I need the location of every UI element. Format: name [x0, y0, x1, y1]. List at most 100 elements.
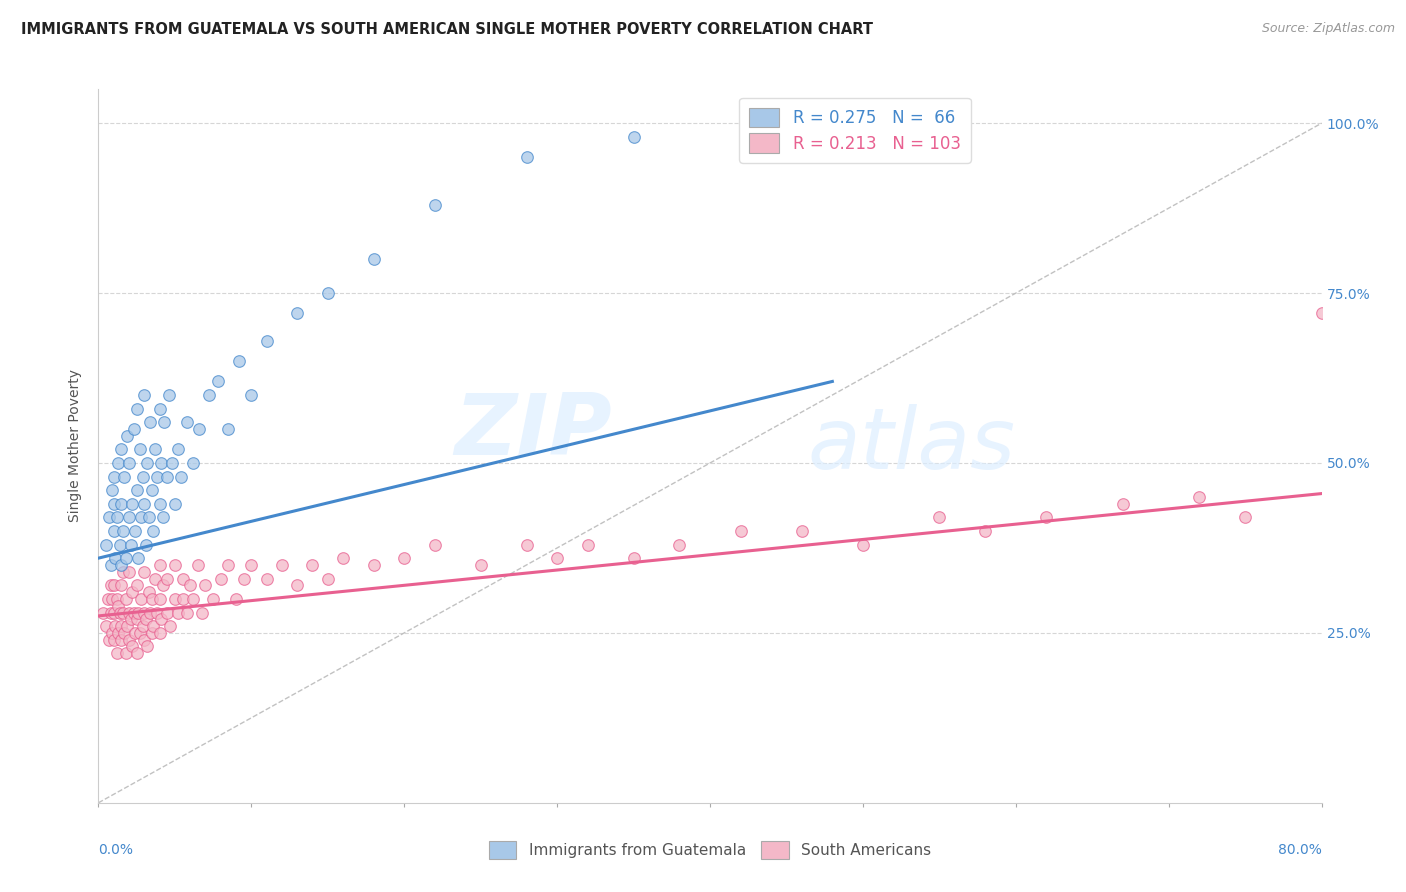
Point: [316, 286, 339, 301]
Point: [108, 537, 131, 551]
Point: [232, 572, 254, 586]
Point: [145, 606, 167, 620]
Point: [104, 551, 127, 566]
Point: [149, 591, 172, 606]
Point: [118, 510, 141, 524]
Point: [163, 591, 186, 606]
Point: [159, 619, 181, 633]
Point: [332, 551, 354, 566]
Point: [285, 306, 308, 320]
Point: [172, 591, 194, 606]
Point: [98, 632, 121, 647]
Point: [852, 537, 875, 551]
Point: [103, 632, 125, 647]
Point: [228, 354, 250, 368]
Point: [928, 510, 950, 524]
Point: [134, 497, 156, 511]
Point: [301, 558, 323, 572]
Point: [623, 129, 645, 144]
Point: [138, 585, 160, 599]
Point: [98, 510, 121, 524]
Point: [132, 619, 155, 633]
Point: [135, 537, 157, 551]
Point: [103, 469, 125, 483]
Point: [187, 558, 209, 572]
Point: [181, 591, 204, 606]
Point: [111, 606, 134, 620]
Point: [120, 537, 142, 551]
Point: [270, 558, 292, 572]
Point: [668, 537, 690, 551]
Point: [118, 606, 141, 620]
Point: [181, 456, 204, 470]
Point: [152, 510, 174, 524]
Point: [516, 150, 538, 164]
Point: [117, 619, 139, 633]
Point: [163, 558, 186, 572]
Point: [138, 510, 160, 524]
Point: [225, 591, 247, 606]
Point: [141, 483, 163, 498]
Point: [124, 626, 146, 640]
Point: [149, 626, 172, 640]
Point: [101, 626, 124, 640]
Point: [107, 626, 129, 640]
Point: [110, 497, 132, 511]
Point: [100, 578, 122, 592]
Point: [150, 456, 173, 470]
Point: [363, 252, 385, 266]
Point: [111, 565, 134, 579]
Point: [179, 578, 201, 592]
Point: [134, 388, 156, 402]
Point: [129, 510, 152, 524]
Point: [256, 572, 278, 586]
Point: [191, 606, 214, 620]
Point: [111, 524, 134, 538]
Text: Source: ZipAtlas.com: Source: ZipAtlas.com: [1261, 22, 1395, 36]
Point: [217, 422, 239, 436]
Point: [423, 537, 446, 551]
Point: [115, 591, 138, 606]
Point: [101, 483, 124, 498]
Point: [142, 619, 165, 633]
Point: [156, 572, 179, 586]
Point: [285, 578, 308, 592]
Point: [115, 646, 138, 660]
Point: [197, 388, 219, 402]
Point: [94, 537, 117, 551]
Point: [172, 572, 194, 586]
Point: [118, 456, 141, 470]
Point: [790, 524, 813, 538]
Point: [136, 640, 159, 654]
Legend: Immigrants from Guatemala, South Americans: Immigrants from Guatemala, South America…: [481, 834, 939, 866]
Point: [516, 537, 538, 551]
Point: [1035, 510, 1057, 524]
Point: [105, 591, 128, 606]
Point: [107, 599, 129, 613]
Text: 0.0%: 0.0%: [98, 843, 134, 857]
Point: [156, 606, 179, 620]
Point: [363, 558, 385, 572]
Point: [125, 401, 148, 416]
Point: [107, 456, 129, 470]
Point: [134, 606, 156, 620]
Point: [118, 565, 141, 579]
Point: [110, 632, 132, 647]
Point: [546, 551, 568, 566]
Point: [423, 198, 446, 212]
Point: [112, 469, 135, 483]
Point: [122, 422, 145, 436]
Point: [141, 591, 163, 606]
Point: [127, 551, 149, 566]
Point: [1112, 497, 1135, 511]
Point: [104, 619, 127, 633]
Point: [121, 640, 143, 654]
Point: [188, 422, 211, 436]
Point: [136, 456, 159, 470]
Point: [163, 497, 186, 511]
Point: [157, 388, 180, 402]
Point: [129, 591, 152, 606]
Point: [730, 524, 752, 538]
Text: atlas: atlas: [808, 404, 1017, 488]
Point: [110, 578, 132, 592]
